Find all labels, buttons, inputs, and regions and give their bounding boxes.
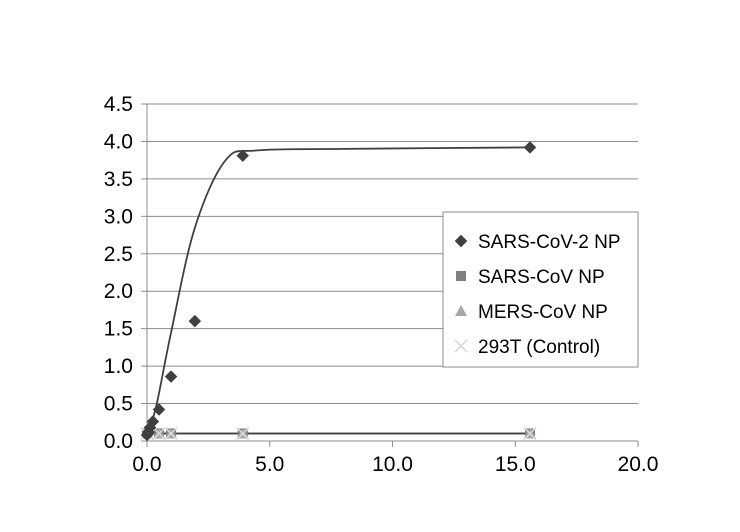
x-tick-label: 0.0 xyxy=(132,453,161,476)
data-point-series-3 xyxy=(523,426,537,441)
trendline-series-0 xyxy=(146,146,531,438)
gridlines xyxy=(147,103,638,405)
data-point-series-0 xyxy=(152,403,166,416)
data-point-series-3-stroke xyxy=(164,426,178,441)
legend-swatch-series-3-stroke xyxy=(454,339,468,353)
y-tick-label: 2.5 xyxy=(104,243,133,266)
axes xyxy=(141,103,639,447)
data-point-series-3 xyxy=(164,426,178,441)
data-point-series-0 xyxy=(523,141,537,154)
data-point-series-0 xyxy=(146,415,160,428)
legend-label-series-0: SARS-CoV-2 NP xyxy=(478,232,621,253)
legend: SARS-CoV-2 NP SARS-CoV NP MERS-CoV NP 293T … xyxy=(442,211,639,368)
y-tick-label: 4.5 xyxy=(104,93,133,116)
x-tick-label: 5.0 xyxy=(255,453,284,476)
legend-items: SARS-CoV-2 NP SARS-CoV NP MERS-CoV NP 293T … xyxy=(454,232,621,358)
legend-swatch-series-2 xyxy=(455,305,467,316)
legend-label-series-2: MERS-CoV NP xyxy=(478,302,608,323)
data-point-series-3 xyxy=(152,426,166,441)
y-axis-tick-labels: 0.0 0.5 1.0 1.5 2.0 2.5 3.0 3.5 4.0 4.5 xyxy=(104,93,133,453)
legend-box xyxy=(442,211,639,368)
legend-swatch-series-0 xyxy=(454,234,468,248)
data-point-series-3 xyxy=(236,426,250,441)
y-tick-label: 4.0 xyxy=(104,130,133,153)
x-tick-label: 20.0 xyxy=(618,453,659,476)
x-tick-label: 15.0 xyxy=(495,453,536,476)
x-axis-tick-labels: 0.0 5.0 10.0 15.0 20.0 xyxy=(132,453,658,476)
y-tick-label: 2.0 xyxy=(104,280,133,303)
data-markers xyxy=(140,141,537,442)
y-tick-label: 0.0 xyxy=(104,430,133,453)
y-tick-label: 0.5 xyxy=(104,393,133,416)
y-tick-label: 3.5 xyxy=(104,168,133,191)
y-tick-label: 1.5 xyxy=(104,318,133,341)
legend-label-series-3: 293T (Control) xyxy=(478,337,600,358)
data-point-series-3-stroke xyxy=(523,426,537,441)
y-tick-label: 1.0 xyxy=(104,355,133,378)
data-point-series-0 xyxy=(164,370,178,383)
legend-swatch-series-3 xyxy=(454,339,468,353)
data-point-series-3-stroke xyxy=(236,426,250,441)
data-point-series-0 xyxy=(188,314,202,328)
data-point-series-0 xyxy=(236,149,250,163)
data-point-series-3-stroke xyxy=(152,426,166,441)
trendlines xyxy=(146,146,531,438)
legend-label-series-1: SARS-CoV NP xyxy=(478,267,605,288)
x-tick-label: 10.0 xyxy=(372,453,413,476)
legend-swatch-series-1 xyxy=(456,271,466,281)
y-tick-label: 3.0 xyxy=(104,205,133,228)
